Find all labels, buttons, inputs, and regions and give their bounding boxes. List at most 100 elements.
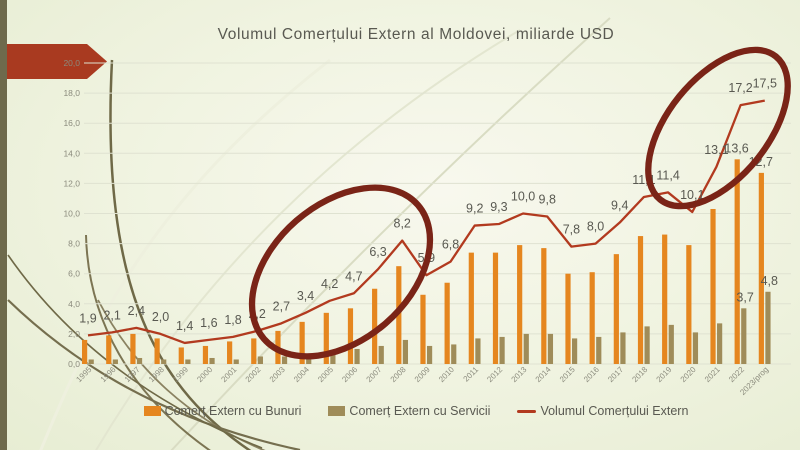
bar-bunuri-1998 [154,338,160,364]
line-point-label: 6,8 [442,238,459,252]
line-point-label: 3,4 [297,289,314,303]
chart-title: Volumul Comerțului Extern al Moldovei, m… [217,26,615,43]
bar-servicii-2017 [620,332,626,364]
line-point-label: 6,3 [369,245,386,259]
legend-item-volum: Volumul Comerțului Extern [517,404,688,418]
bar-value-label: 3,7 [736,290,753,304]
bar-servicii-2021 [717,323,723,364]
bar-servicii-2007 [378,345,384,364]
bar-bunuri-2018 [637,236,644,364]
x-axis-tick-label: 2014 [534,365,553,384]
bar-servicii-2020 [692,332,699,364]
bar-bunuri-2009 [420,294,426,364]
bar-servicii-2010 [451,344,457,364]
y-axis-tick-label: 2,0 [68,329,80,339]
bunuri-swatch-icon [143,406,161,416]
bar-bunuri-2019 [662,234,668,364]
line-point-label: 8,0 [587,220,604,234]
line-point-label: 2,7 [273,299,290,313]
y-axis-tick-label: 4,0 [68,299,80,309]
line-point-label: 2,4 [128,304,145,318]
x-axis-tick-label: 2019 [655,365,674,384]
bar-servicii-2016 [596,336,602,364]
bar-servicii-1995 [88,359,94,364]
x-axis-tick-label: 1999 [171,365,190,384]
line-point-label: 7,8 [563,223,580,237]
bar-bunuri-2002 [251,338,257,364]
bar-servicii-2001 [233,359,239,364]
x-axis-tick-label: 1997 [123,365,142,384]
bar-bunuri-2016 [589,272,595,364]
legend-label-bunuri: Comerț Extern cu Bunuri [164,404,302,418]
line-point-label: 2,1 [103,308,120,322]
highlight-ellipse-2003-2008 [248,184,434,360]
x-axis-tick-label: 2018 [630,365,649,384]
bar-servicii-1997 [136,357,143,364]
bar-servicii-2018 [644,326,650,364]
line-point-label: 13,1 [704,143,728,157]
y-axis-tick-label: 0,0 [68,359,80,369]
bar-bunuri-2004 [299,321,305,364]
x-axis-tick-label: 2015 [558,365,577,384]
bar-bunuri-2020 [686,245,692,364]
line-point-label: 8,2 [394,217,411,231]
highlight-ellipse-2020-2023/prog [645,46,791,210]
slide-edge-strip [0,0,7,450]
bar-bunuri-2022 [734,159,740,364]
bar-servicii-2008 [402,339,409,364]
bar-servicii-1998 [161,359,167,364]
bar-servicii-1999 [185,359,191,364]
legend-label-volum: Volumul Comerțului Extern [540,404,689,418]
bar-servicii-2015 [572,338,578,364]
x-axis-tick-label: 2016 [582,365,601,384]
bar-bunuri-2015 [565,273,571,364]
x-axis-tick-label: 2017 [606,365,625,384]
x-axis-tick-label: 2001 [219,365,238,384]
bar-value-label: 13,6 [724,141,748,155]
x-axis-tick-label: 2006 [340,365,359,384]
line-point-label: 1,8 [224,313,241,327]
line-point-label: 9,4 [611,199,628,213]
x-axis-tick-label: 2007 [365,365,384,384]
line-point-label: 9,2 [466,202,483,216]
bar-bunuri-2000 [202,345,209,364]
x-axis-tick-label: 2004 [292,365,311,384]
x-axis-tick-label: 2009 [413,365,432,384]
bar-servicii-2004 [306,354,312,364]
bar-bunuri-2014 [541,248,547,364]
line-point-label: 9,8 [539,193,556,207]
line-point-label: 1,4 [176,319,193,333]
bar-bunuri-2017 [613,254,619,364]
bar-bunuri-1999 [178,347,184,364]
x-axis-tick-label: 2008 [389,365,408,384]
y-axis-tick-label: 16,0 [63,118,80,128]
bar-servicii-2014 [547,333,554,364]
bar-bunuri-2006 [347,308,354,364]
bar-servicii-2006 [354,348,360,364]
bar-bunuri-2012 [492,252,499,364]
line-point-label: 17,5 [753,77,777,91]
legend-item-servicii: Comerț Extern cu Servicii [328,404,490,418]
line-point-label: 4,2 [321,277,338,291]
servicii-swatch-icon [328,406,346,416]
x-axis-tick-label: 2000 [195,365,214,384]
x-axis-tick-label: 2010 [437,365,456,384]
chart-legend: Comerț Extern cu Bunuri Comerț Extern cu… [32,404,800,418]
y-axis-tick-label: 12,0 [63,178,80,188]
line-point-label: 4,7 [345,269,362,283]
line-point-label: 10,0 [511,190,535,204]
trade-volume-line [87,99,765,345]
x-axis-tick-label: 1996 [99,365,118,384]
bar-servicii-1996 [112,359,118,364]
x-axis-tick-label: 2002 [244,365,263,384]
bar-bunuri-2023/prog [758,172,764,364]
bar-bunuri-2007 [372,288,378,364]
bar-servicii-2013 [523,333,529,364]
bar-servicii-2019 [668,324,674,364]
bar-bunuri-1996 [106,335,112,364]
bar-servicii-2000 [209,357,215,364]
line-point-label: 2,0 [152,310,169,324]
bar-bunuri-1995 [82,339,88,364]
